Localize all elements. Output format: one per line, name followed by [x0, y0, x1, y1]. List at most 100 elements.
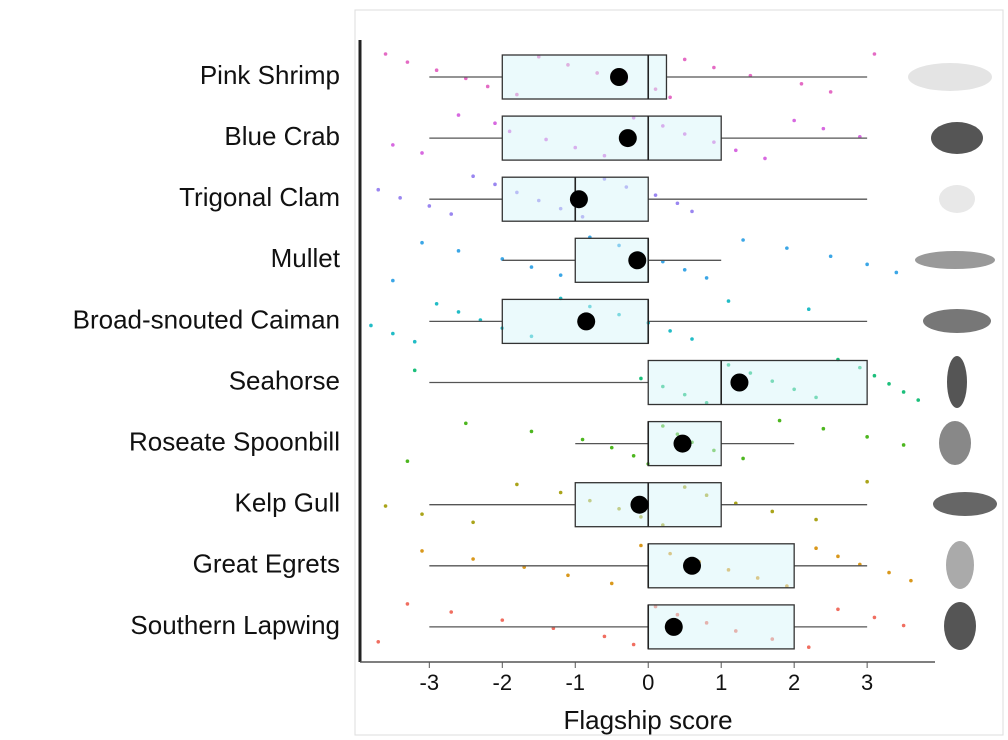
data-point	[420, 549, 424, 553]
data-point	[420, 512, 424, 516]
data-point	[814, 546, 818, 550]
data-point	[683, 58, 687, 62]
data-point	[471, 520, 475, 524]
data-point	[829, 90, 833, 94]
data-point	[457, 310, 461, 314]
data-point	[873, 52, 877, 56]
mean-dot	[683, 557, 701, 575]
data-point	[887, 382, 891, 386]
category-label: Broad-snouted Caiman	[73, 304, 340, 334]
category-label: Blue Crab	[224, 121, 340, 151]
data-point	[471, 557, 475, 561]
x-tick-label: 1	[715, 670, 727, 695]
data-point	[705, 276, 709, 280]
data-point	[376, 640, 380, 644]
category-label: Roseate Spoonbill	[129, 426, 340, 456]
data-point	[530, 430, 534, 434]
data-point	[420, 241, 424, 245]
data-point	[822, 127, 826, 131]
x-tick-label: -1	[565, 670, 585, 695]
data-point	[384, 504, 388, 508]
data-point	[559, 273, 563, 277]
data-point	[800, 82, 804, 86]
data-point	[632, 643, 636, 647]
data-point	[734, 148, 738, 152]
data-point	[413, 369, 417, 373]
data-point	[668, 329, 672, 333]
data-point	[398, 196, 402, 200]
mean-dot	[674, 435, 692, 453]
data-point	[406, 459, 410, 463]
data-point	[500, 618, 504, 622]
data-point	[581, 438, 585, 442]
data-point	[639, 544, 643, 548]
data-point	[902, 390, 906, 394]
box	[502, 55, 666, 99]
data-point	[471, 174, 475, 178]
x-tick-label: 0	[642, 670, 654, 695]
data-point	[369, 324, 373, 328]
x-tick-label: -3	[420, 670, 440, 695]
data-point	[603, 635, 607, 639]
animal-icons	[908, 63, 997, 650]
data-point	[435, 68, 439, 72]
data-point	[916, 398, 920, 402]
data-point	[464, 422, 468, 426]
mean-dot	[570, 190, 588, 208]
mean-dot	[577, 312, 595, 330]
data-point	[814, 518, 818, 522]
x-tick-label: -2	[493, 670, 513, 695]
data-point	[807, 645, 811, 649]
data-point	[391, 143, 395, 147]
x-tick-label: 2	[788, 670, 800, 695]
data-point	[384, 52, 388, 56]
data-point	[727, 299, 731, 303]
data-point	[712, 66, 716, 70]
data-point	[493, 183, 497, 187]
category-label: Great Egrets	[193, 549, 340, 579]
box	[502, 116, 721, 160]
data-point	[909, 579, 913, 583]
data-point	[420, 151, 424, 155]
data-point	[865, 263, 869, 267]
data-point	[493, 121, 497, 125]
mean-dot	[630, 496, 648, 514]
data-point	[391, 332, 395, 336]
data-point	[690, 210, 694, 214]
data-point	[457, 113, 461, 117]
data-point	[530, 265, 534, 269]
data-point	[632, 454, 636, 458]
data-point	[668, 95, 672, 99]
data-point	[785, 246, 789, 250]
data-point	[376, 188, 380, 192]
x-tick-label: 3	[861, 670, 873, 695]
data-point	[902, 443, 906, 447]
data-point	[836, 555, 840, 559]
box	[648, 361, 867, 405]
category-label: Pink Shrimp	[200, 60, 340, 90]
data-point	[865, 480, 869, 484]
category-label: Seahorse	[229, 365, 340, 395]
category-label: Trigonal Clam	[179, 182, 340, 212]
x-axis-label: Flagship score	[563, 705, 732, 735]
data-point	[610, 582, 614, 586]
data-point	[413, 340, 417, 344]
data-point	[770, 510, 774, 514]
data-point	[428, 204, 432, 208]
data-point	[741, 457, 745, 461]
data-point	[449, 610, 453, 614]
data-point	[792, 119, 796, 123]
data-point	[865, 435, 869, 439]
category-label: Southern Lapwing	[130, 610, 340, 640]
data-point	[807, 307, 811, 311]
mean-dot	[628, 251, 646, 269]
box	[648, 544, 794, 588]
data-point	[566, 573, 570, 577]
data-point	[654, 193, 658, 197]
mean-dot	[665, 618, 683, 636]
data-point	[449, 212, 453, 216]
box	[502, 299, 648, 343]
data-point	[406, 60, 410, 64]
data-point	[515, 483, 519, 487]
data-point	[676, 201, 680, 205]
